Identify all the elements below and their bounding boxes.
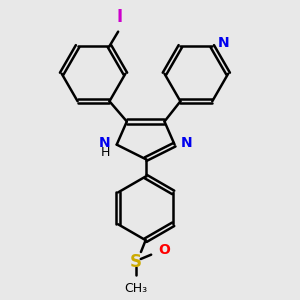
Text: H: H (101, 146, 110, 159)
Text: S: S (130, 253, 142, 271)
Text: O: O (158, 243, 170, 257)
Text: I: I (116, 8, 123, 26)
Text: N: N (218, 36, 230, 50)
Text: CH₃: CH₃ (124, 282, 147, 295)
Text: N: N (181, 136, 193, 150)
Text: N: N (99, 136, 110, 150)
